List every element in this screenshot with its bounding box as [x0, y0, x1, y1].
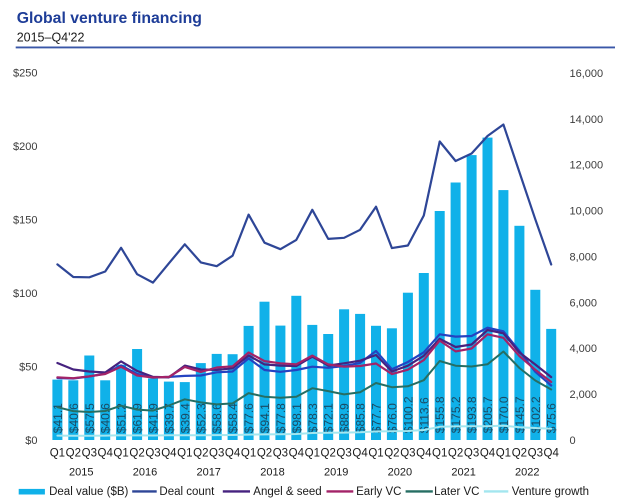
svg-text:2020: 2020	[388, 466, 412, 478]
svg-text:$51.2: $51.2	[115, 403, 129, 433]
svg-text:Q4: Q4	[289, 448, 305, 460]
svg-text:$75.6: $75.6	[545, 403, 559, 433]
svg-text:$113.6: $113.6	[417, 397, 431, 433]
svg-text:Q1: Q1	[241, 448, 256, 460]
svg-text:Q1: Q1	[305, 448, 320, 460]
svg-text:2019: 2019	[324, 466, 348, 478]
svg-text:$193.8: $193.8	[465, 396, 479, 433]
svg-text:Q4: Q4	[416, 448, 432, 460]
svg-text:Q1: Q1	[113, 448, 128, 460]
svg-text:$88.9: $88.9	[338, 403, 352, 433]
svg-text:$85.8: $85.8	[354, 403, 368, 433]
svg-text:$77.6: $77.6	[242, 403, 256, 433]
svg-text:12,000: 12,000	[570, 160, 604, 172]
svg-text:$205.7: $205.7	[481, 396, 495, 433]
svg-text:$40.6: $40.6	[99, 403, 113, 433]
svg-text:$98.1: $98.1	[290, 403, 304, 433]
svg-text:$58.6: $58.6	[210, 403, 224, 433]
svg-text:$102.2: $102.2	[529, 396, 543, 433]
svg-text:$77.8: $77.8	[274, 403, 288, 433]
svg-text:Q2: Q2	[321, 448, 336, 460]
svg-text:$39.7: $39.7	[162, 403, 176, 433]
svg-text:$76.0: $76.0	[385, 403, 399, 433]
svg-text:$175.2: $175.2	[449, 396, 463, 433]
svg-text:Q1: Q1	[496, 448, 511, 460]
svg-text:$100: $100	[13, 288, 37, 300]
svg-text:Q1: Q1	[50, 448, 65, 460]
svg-text:2015–Q4'22: 2015–Q4'22	[17, 31, 85, 45]
svg-text:$170.0: $170.0	[497, 396, 511, 433]
svg-text:Q3: Q3	[336, 448, 351, 460]
svg-text:Q3: Q3	[82, 448, 97, 460]
svg-text:Q3: Q3	[273, 448, 288, 460]
svg-text:Later VC: Later VC	[434, 486, 479, 498]
svg-text:Q2: Q2	[448, 448, 463, 460]
svg-text:$250: $250	[13, 67, 37, 79]
svg-text:14,000: 14,000	[570, 114, 604, 126]
svg-text:Q2: Q2	[257, 448, 272, 460]
svg-text:Q3: Q3	[209, 448, 224, 460]
svg-text:Angel & seed: Angel & seed	[253, 486, 321, 498]
svg-text:$61.9: $61.9	[131, 403, 145, 433]
svg-text:Q4: Q4	[544, 448, 560, 460]
svg-text:2018: 2018	[260, 466, 284, 478]
svg-text:Q1: Q1	[368, 448, 383, 460]
svg-text:Q3: Q3	[528, 448, 543, 460]
svg-text:$50: $50	[19, 361, 37, 373]
svg-text:2021: 2021	[451, 466, 475, 478]
svg-text:$57.5: $57.5	[83, 403, 97, 433]
svg-text:$100.2: $100.2	[401, 396, 415, 433]
svg-text:$40.6: $40.6	[67, 403, 81, 433]
svg-text:$39.4: $39.4	[178, 403, 192, 433]
svg-text:Q4: Q4	[161, 448, 177, 460]
svg-text:$200: $200	[13, 141, 37, 153]
svg-text:$155.8: $155.8	[433, 396, 447, 433]
svg-text:2017: 2017	[196, 466, 220, 478]
svg-text:Deal count: Deal count	[159, 486, 215, 498]
svg-text:10,000: 10,000	[570, 206, 604, 218]
svg-text:2015: 2015	[69, 466, 93, 478]
svg-text:Q2: Q2	[66, 448, 81, 460]
svg-text:Q4: Q4	[352, 448, 368, 460]
svg-text:$0: $0	[25, 435, 37, 447]
svg-text:$150: $150	[13, 214, 37, 226]
svg-text:2022: 2022	[515, 466, 539, 478]
svg-text:2016: 2016	[133, 466, 157, 478]
svg-text:Deal value ($B): Deal value ($B)	[49, 486, 128, 498]
svg-text:$72.1: $72.1	[322, 403, 336, 433]
svg-text:Q3: Q3	[400, 448, 415, 460]
svg-text:$78.3: $78.3	[306, 403, 320, 433]
svg-text:Q3: Q3	[464, 448, 479, 460]
svg-text:$94.1: $94.1	[258, 403, 272, 433]
svg-text:4,000: 4,000	[570, 343, 598, 355]
svg-text:Venture growth: Venture growth	[512, 486, 589, 498]
svg-text:$52.3: $52.3	[194, 403, 208, 433]
svg-text:Q2: Q2	[384, 448, 399, 460]
svg-text:Q2: Q2	[193, 448, 208, 460]
svg-text:Q4: Q4	[225, 448, 241, 460]
svg-text:6,000: 6,000	[570, 297, 598, 309]
svg-text:Q2: Q2	[129, 448, 144, 460]
svg-text:$77.7: $77.7	[370, 403, 384, 433]
svg-text:2,000: 2,000	[570, 389, 598, 401]
svg-text:Q4: Q4	[98, 448, 114, 460]
svg-text:Q1: Q1	[177, 448, 192, 460]
svg-text:Q1: Q1	[432, 448, 447, 460]
svg-text:Early VC: Early VC	[356, 486, 401, 498]
svg-text:8,000: 8,000	[570, 251, 598, 263]
svg-text:Global venture financing: Global venture financing	[17, 10, 202, 27]
svg-text:Q3: Q3	[145, 448, 160, 460]
svg-text:$41.1: $41.1	[51, 403, 65, 433]
svg-text:$145.7: $145.7	[513, 396, 527, 433]
svg-text:0: 0	[570, 435, 576, 447]
svg-text:16,000: 16,000	[570, 68, 604, 80]
svg-text:Q2: Q2	[512, 448, 527, 460]
svg-text:$58.4: $58.4	[226, 403, 240, 433]
svg-text:Q4: Q4	[480, 448, 496, 460]
svg-text:$41.9: $41.9	[147, 403, 161, 433]
